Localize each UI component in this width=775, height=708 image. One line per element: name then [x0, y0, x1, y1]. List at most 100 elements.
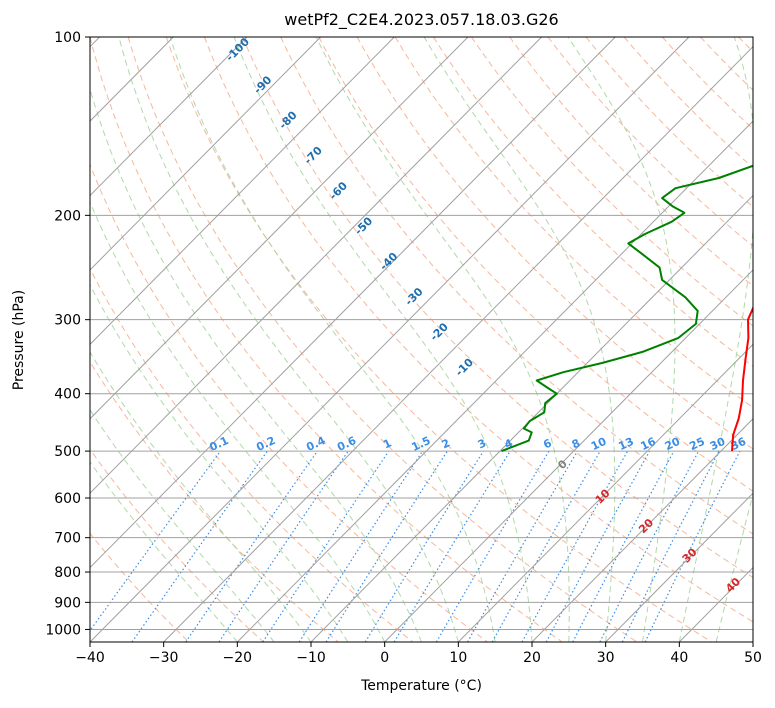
isotherm-line: [384, 269, 753, 642]
isotherm-line: [90, 37, 174, 122]
adiabat-label: 30: [680, 545, 700, 565]
adiabat-label: -20: [428, 320, 451, 343]
mixing-ratio-line: [545, 450, 651, 642]
axes: −40 −30 −20 −10 0 10 20 30 40 5010020030040050060…: [45, 30, 762, 666]
isotherm-line: [605, 492, 753, 642]
background-lines: [0, 37, 753, 642]
mixing-ratio-line: [298, 450, 424, 642]
dry-adiabat-line: [623, 37, 753, 169]
reference-line-labels: 0.1 0.2 0.4 0.6 1 1.5 2 3 4 6 8 10 13 16 20 25 30 36-100-…: [207, 37, 748, 595]
y-tick-label: 900: [54, 595, 81, 611]
mixing-ratio-line: [218, 450, 349, 642]
x-tick-label: 20: [523, 650, 541, 666]
isotherm-line: [163, 46, 753, 642]
y-tick-label: 600: [54, 491, 81, 507]
moist-adiabat-line: [678, 37, 753, 642]
y-tick-label: 200: [54, 208, 81, 224]
mixing-ratio-line: [90, 450, 221, 632]
dry-adiabat-line: [127, 37, 638, 642]
x-tick-label: −30: [149, 650, 179, 666]
y-tick-label: 400: [54, 387, 81, 403]
adiabat-label: -90: [251, 73, 274, 96]
moist-adiabat-line: [315, 37, 570, 642]
y-tick-label: 500: [54, 444, 81, 460]
adiabat-label: -10: [453, 355, 476, 378]
isotherm-line: [90, 37, 469, 420]
isotherm-line: [90, 37, 542, 494]
adiabat-label: 0: [555, 457, 570, 472]
adiabat-label: -70: [302, 144, 325, 167]
moist-adiabat-line: [90, 351, 312, 642]
moist-adiabat-line: [90, 87, 422, 642]
x-tick-label: 0: [380, 650, 389, 666]
dewpoint-profile-line: [501, 164, 753, 453]
x-tick-label: 50: [744, 650, 762, 666]
isotherm-line: [90, 37, 100, 48]
mixing-ratio-line: [262, 450, 390, 642]
adiabat-label: -80: [276, 108, 299, 131]
adiabat-label: -30: [402, 285, 425, 308]
isotherm-line: [90, 37, 395, 346]
mixing-ratio-line: [521, 450, 629, 642]
isotherm-line: [752, 641, 753, 642]
mixing-ratio-label: 25: [687, 435, 706, 453]
isotherm-line: [0, 37, 26, 642]
moist-adiabat-line: [90, 201, 386, 642]
chart-title: wetPf2_C2E4.2023.057.18.03.G26: [284, 10, 559, 29]
moist-adiabat-line: [90, 283, 349, 642]
isotherm-line: [90, 37, 690, 642]
mixing-ratio-label: 30: [708, 435, 728, 453]
mixing-ratio-line: [185, 450, 318, 642]
x-tick-label: 10: [449, 650, 467, 666]
mixing-ratio-line: [435, 450, 550, 642]
dry-adiabat-line: [738, 37, 753, 53]
dry-adiabat-line: [90, 360, 339, 642]
dry-adiabat-line: [242, 37, 753, 579]
dry-adiabat-line: [547, 37, 753, 247]
y-tick-label: 1000: [45, 622, 81, 638]
moist-adiabat-line: [118, 37, 459, 642]
x-tick-label: 40: [670, 650, 688, 666]
isotherm-line: [90, 37, 321, 271]
adiabat-label: -40: [377, 250, 400, 273]
x-tick-label: 30: [597, 650, 615, 666]
x-axis-label: Temperature (°C): [361, 678, 482, 694]
plot-frame: [89, 36, 754, 643]
moist-adiabat-line: [567, 37, 676, 642]
dry-adiabat-line: [661, 37, 753, 130]
mixing-ratio-line: [644, 450, 741, 642]
y-tick-label: 300: [54, 313, 81, 329]
dry-adiabat-line: [203, 37, 753, 623]
mixing-ratio-line: [325, 450, 448, 642]
adiabat-label: 40: [723, 575, 743, 595]
mixing-ratio-label: 6: [541, 436, 554, 451]
mixing-ratio-label: 2: [440, 436, 452, 451]
mixing-ratio-line: [491, 450, 601, 642]
mixing-ratio-label: 10: [589, 435, 609, 453]
y-tick-label: 700: [54, 531, 81, 547]
moist-adiabat-line: [715, 492, 753, 642]
mixing-ratio-line: [621, 450, 720, 642]
dry-adiabat-line: [356, 37, 753, 450]
x-tick-label: −40: [75, 650, 105, 666]
dry-adiabat-line: [700, 37, 753, 91]
moist-adiabat-line: [423, 37, 616, 642]
dry-adiabat-line: [280, 37, 753, 535]
isotherm-line: [531, 418, 753, 642]
mixing-ratio-line: [572, 450, 675, 642]
profile-series: [501, 164, 753, 453]
x-tick-label: −10: [296, 650, 326, 666]
temperature-profile-line: [731, 305, 753, 452]
moist-adiabat-line: [233, 37, 533, 642]
dry-adiabat-line: [509, 37, 753, 287]
mixing-ratio-label: 16: [639, 435, 659, 453]
y-tick-label: 800: [54, 565, 81, 581]
mixing-ratio-label: 20: [663, 435, 683, 453]
dry-adiabat-line: [318, 37, 753, 492]
mixing-ratio-label: 13: [616, 435, 635, 453]
dry-adiabat-line: [90, 37, 563, 642]
mixing-ratio-line: [393, 450, 511, 642]
mixing-ratio-line: [364, 450, 485, 642]
moist-adiabat-line: [169, 37, 496, 642]
